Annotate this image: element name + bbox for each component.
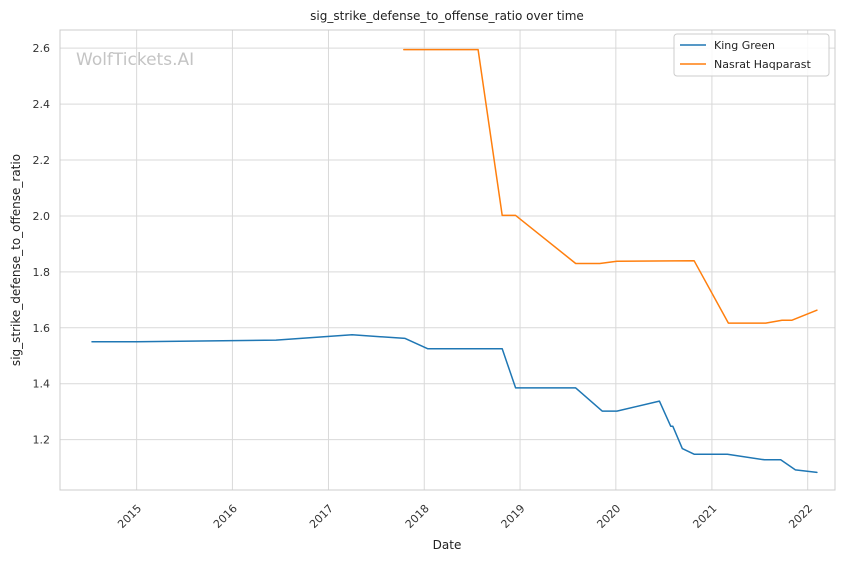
series-group — [91, 48, 818, 474]
x-tick-label: 2018 — [403, 502, 432, 531]
x-axis-label: Date — [433, 538, 462, 552]
series-line-king-green — [91, 334, 818, 474]
y-tick-label: 2.4 — [33, 98, 51, 111]
x-axis-ticks: 2015 2016 2017 2018 2019 2020 2021 2022 — [115, 502, 815, 531]
y-tick-label: 2.2 — [33, 154, 51, 167]
chart-title: sig_strike_defense_to_offense_ratio over… — [310, 9, 584, 23]
y-tick-label: 2.6 — [33, 42, 51, 55]
y-tick-label: 1.6 — [33, 322, 51, 335]
legend-label: Nasrat Haqparast — [714, 58, 811, 71]
x-tick-label: 2019 — [499, 502, 528, 531]
x-tick-label: 2015 — [115, 502, 144, 531]
y-tick-label: 2.0 — [33, 210, 51, 223]
x-tick-label: 2021 — [690, 502, 719, 531]
x-tick-label: 2020 — [594, 502, 623, 531]
series-line-nasrat-haqparast — [403, 48, 818, 324]
plot-frame — [59, 29, 836, 491]
y-tick-label: 1.8 — [33, 266, 51, 279]
legend-box — [673, 33, 830, 77]
legend: King Green Nasrat Haqparast — [673, 33, 830, 77]
watermark: WolfTickets.AI — [76, 50, 194, 70]
x-tick-label: 2016 — [211, 502, 240, 531]
x-tick-label: 2017 — [307, 502, 336, 531]
legend-label: King Green — [714, 39, 775, 52]
grid — [60, 30, 835, 490]
plot-background — [60, 30, 835, 490]
y-tick-label: 1.4 — [33, 378, 51, 391]
y-axis-ticks: 1.2 1.4 1.6 1.8 2.0 2.2 2.4 2.6 — [33, 42, 51, 446]
y-axis-label: sig_strike_defense_to_offense_ratio — [9, 154, 23, 366]
x-tick-label: 2022 — [786, 502, 815, 531]
y-tick-label: 1.2 — [33, 434, 51, 447]
